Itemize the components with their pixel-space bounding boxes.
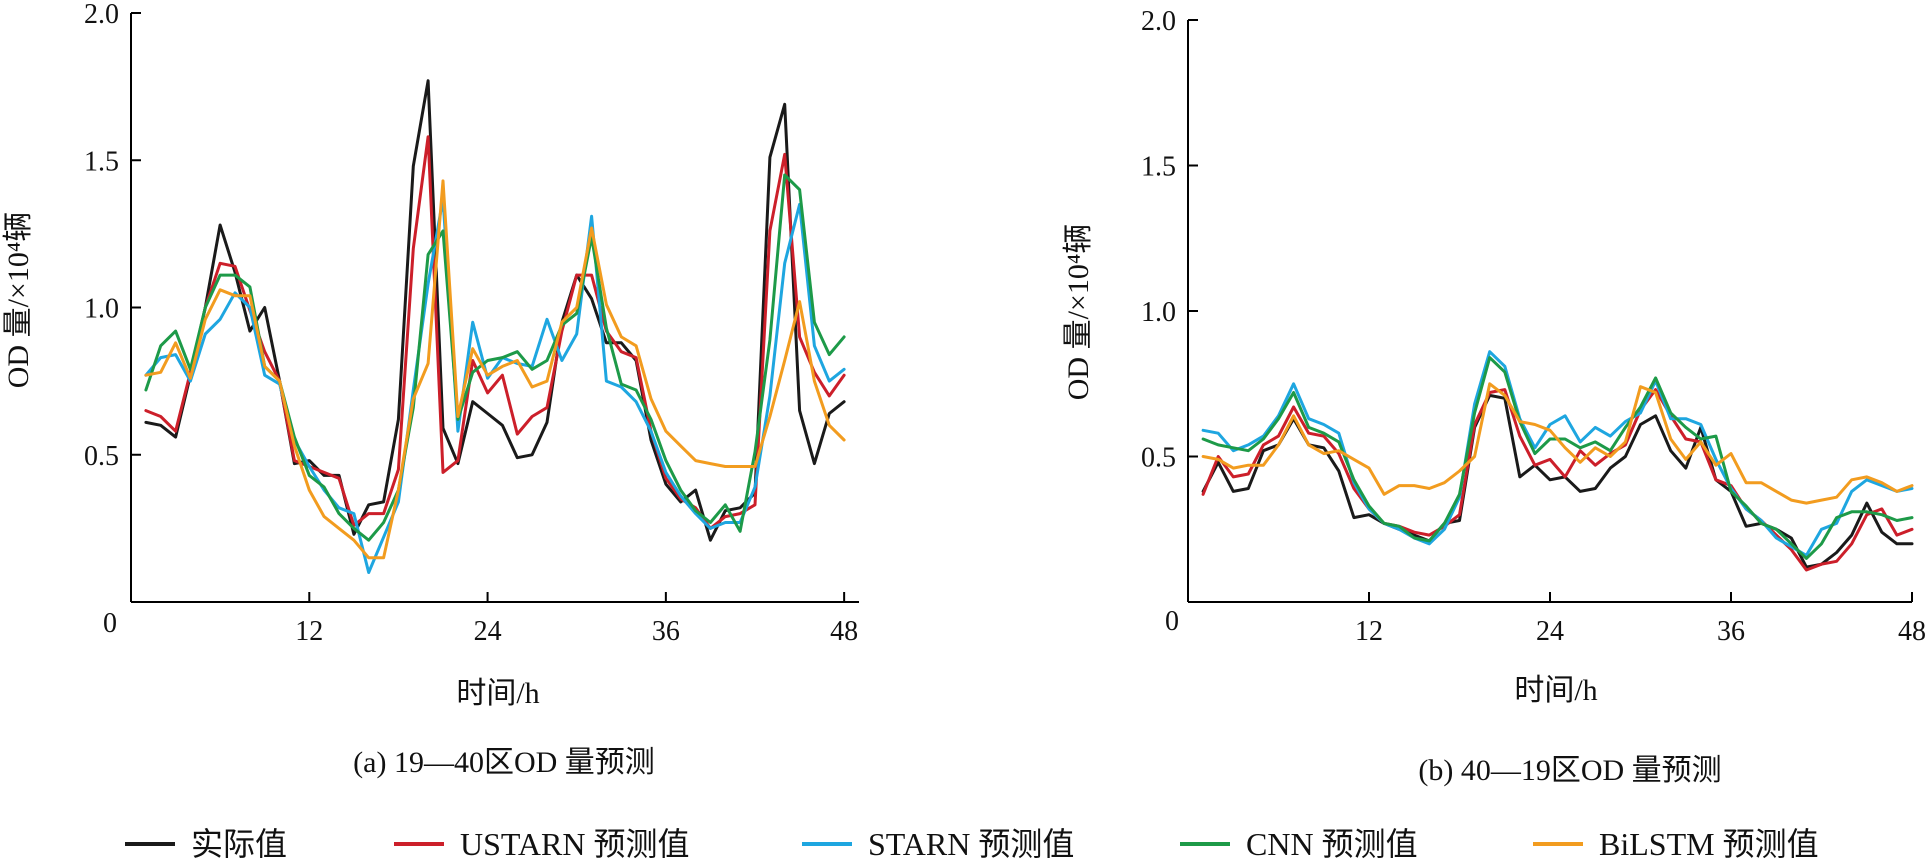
series-line-b-3: [1201, 356, 1914, 560]
chart-title-b: (b) 40—19区OD 量预测: [1418, 754, 1721, 787]
chart-title-a: (a) 19—40区OD 量预测: [353, 746, 655, 779]
y-tick-label-a: 2.0: [84, 0, 119, 30]
legend-label-2: STARN 预测值: [868, 826, 1074, 861]
x-tick-label-b: 12: [1355, 616, 1383, 647]
series-line-a-4: [144, 179, 846, 560]
series-line-a-3: [144, 173, 846, 542]
origin-label-a: 0: [103, 608, 117, 639]
legend-label-1: USTARN 预测值: [460, 826, 689, 861]
y-tick-label-a: 0.5: [84, 441, 119, 472]
x-tick-label-b: 48: [1898, 616, 1926, 647]
chart-panel-b: (b) 40—19区OD 量预测 时间/h OD 量/×10⁴辆 0 0.5 1.…: [1062, 6, 1926, 787]
series-line-a-1: [144, 135, 846, 530]
x-axis-label-a: 时间/h: [456, 677, 539, 710]
y-tick-label-a: 1.5: [84, 146, 119, 177]
legend-label-0: 实际值: [191, 826, 287, 861]
x-tick-label-a: 36: [652, 616, 680, 647]
y-tick-label-b: 2.0: [1141, 6, 1176, 37]
y-tick-label-b: 1.5: [1141, 152, 1176, 183]
series-line-b-4: [1201, 382, 1914, 505]
y-axis-label-b: OD 量/×10⁴辆: [1062, 224, 1095, 401]
legend-label-3: CNN 预测值: [1246, 826, 1418, 861]
x-tick-label-a: 12: [295, 616, 323, 647]
origin-label-b: 0: [1165, 606, 1179, 637]
y-tick-label-b: 1.0: [1141, 297, 1176, 328]
x-tick-label-a: 48: [830, 616, 858, 647]
x-tick-label-b: 24: [1536, 616, 1564, 647]
y-tick-label-b: 0.5: [1141, 443, 1176, 474]
x-axis-label-b: 时间/h: [1514, 674, 1597, 707]
series-line-a-2: [144, 197, 846, 574]
legend: 实际值 USTARN 预测值 STARN 预测值 CNN 预测值 BiLSTM 预测值: [125, 826, 1819, 861]
chart-panel-a: (a) 19—40区OD 量预测 时间/h OD 量/×10⁴辆 0 0.5 1.…: [2, 0, 859, 779]
x-tick-label-b: 36: [1717, 616, 1745, 647]
y-tick-label-a: 1.0: [84, 294, 119, 325]
series-line-b-1: [1201, 388, 1914, 572]
series-line-b-0: [1201, 393, 1914, 569]
y-axis-label-a: OD 量/×10⁴辆: [2, 212, 35, 389]
legend-label-4: BiLSTM 预测值: [1599, 826, 1819, 861]
series-line-b-2: [1201, 350, 1914, 557]
x-tick-label-a: 24: [474, 616, 502, 647]
